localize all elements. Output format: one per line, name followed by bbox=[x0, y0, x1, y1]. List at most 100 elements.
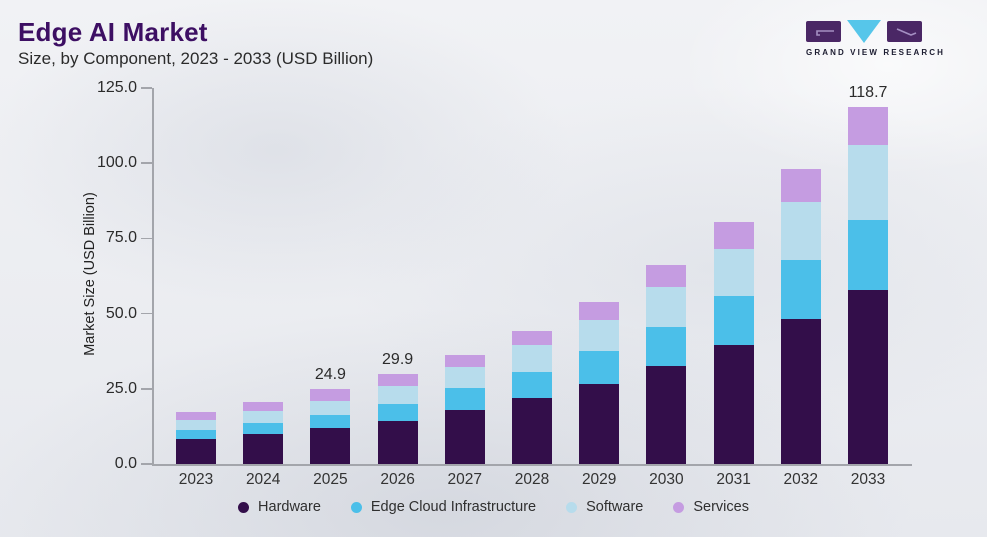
grand-view-research-logo: GRAND VIEW RESEARCH bbox=[806, 19, 946, 57]
bar-segment-edge-cloud-infrastructure bbox=[512, 371, 552, 399]
bar-2024 bbox=[243, 401, 284, 464]
bar-2026 bbox=[377, 374, 418, 464]
legend-swatch-icon bbox=[673, 501, 685, 513]
bar-segment-hardware bbox=[713, 344, 754, 464]
chart-legend: Hardware Edge Cloud Infrastructure Softwar… bbox=[0, 499, 987, 515]
bar-segment-software bbox=[176, 420, 216, 430]
bar-segment-services bbox=[780, 169, 821, 202]
bar-segment-edge-cloud-infrastructure bbox=[444, 388, 485, 411]
bar-segment-edge-cloud-infrastructure bbox=[579, 351, 620, 384]
x-axis-label-2023: 2023 bbox=[178, 471, 214, 488]
bar-segment-software bbox=[310, 401, 351, 415]
bar-segment-hardware bbox=[512, 398, 552, 464]
bar-2029 bbox=[579, 301, 620, 464]
bar-segment-services bbox=[310, 389, 351, 402]
y-tick-mark bbox=[141, 388, 152, 390]
x-axis-label-2027: 2027 bbox=[447, 471, 483, 488]
bar-segment-software bbox=[512, 345, 552, 372]
bar-segment-edge-cloud-infrastructure bbox=[310, 414, 351, 429]
y-tick-label: 50.0 bbox=[105, 304, 137, 322]
bar-2025 bbox=[310, 389, 351, 464]
bar-2027 bbox=[444, 354, 485, 464]
bar-segment-hardware bbox=[377, 420, 418, 464]
legend-swatch-icon bbox=[350, 501, 362, 513]
bar-segment-software bbox=[377, 386, 418, 404]
page-subtitle: Size, by Component, 2023 - 2033 (USD Bil… bbox=[18, 49, 374, 68]
x-axis-label-2024: 2024 bbox=[245, 471, 281, 488]
brand-name: GRAND VIEW RESEARCH bbox=[806, 48, 946, 57]
bar-segment-services bbox=[444, 354, 485, 368]
bar-segment-edge-cloud-infrastructure bbox=[713, 296, 754, 345]
r-glyph bbox=[896, 27, 917, 36]
x-axis-label-2028: 2028 bbox=[514, 471, 550, 488]
bar-segment-edge-cloud-infrastructure bbox=[377, 403, 418, 421]
bar-segment-hardware bbox=[176, 439, 216, 464]
bar-value-label-2026: 29.9 bbox=[382, 351, 414, 369]
bar-segment-hardware bbox=[579, 383, 620, 464]
y-tick-mark bbox=[141, 87, 152, 89]
bar-segment-services bbox=[646, 264, 687, 287]
bar-2031 bbox=[713, 221, 754, 464]
bar-segment-software bbox=[780, 201, 821, 261]
y-tick-mark bbox=[141, 463, 152, 465]
legend-label: Hardware bbox=[258, 499, 321, 515]
bar-segment-software bbox=[579, 319, 620, 352]
bar-segment-edge-cloud-infrastructure bbox=[848, 220, 888, 291]
bar-segment-edge-cloud-infrastructure bbox=[646, 327, 687, 367]
x-axis-label-2032: 2032 bbox=[783, 471, 819, 488]
legend-swatch-icon bbox=[238, 501, 250, 513]
bar-segment-edge-cloud-infrastructure bbox=[780, 260, 821, 319]
y-tick-label: 25.0 bbox=[105, 379, 137, 397]
bar-segment-services bbox=[512, 330, 552, 346]
bar-segment-hardware bbox=[646, 366, 687, 464]
legend-label: Software bbox=[586, 499, 644, 515]
bar-value-label-2025: 24.9 bbox=[314, 366, 346, 384]
legend-item-hardware: Hardware bbox=[238, 499, 321, 515]
x-axis-label-2033: 2033 bbox=[850, 471, 886, 488]
bar-2033 bbox=[848, 106, 888, 464]
bar-segment-software bbox=[444, 367, 485, 389]
bar-segment-hardware bbox=[243, 434, 284, 464]
y-tick-label: 0.0 bbox=[114, 455, 137, 472]
logo-g-block-icon bbox=[806, 20, 841, 42]
legend-item-edge-cloud-infrastructure: Edge Cloud Infrastructure bbox=[350, 499, 536, 515]
bar-segment-hardware bbox=[780, 318, 821, 464]
bar-2032 bbox=[780, 169, 821, 464]
bar-segment-hardware bbox=[444, 410, 485, 464]
bar-value-label-2033: 118.7 bbox=[848, 83, 888, 101]
bar-segment-services bbox=[713, 221, 754, 249]
bar-segment-services bbox=[579, 301, 620, 320]
legend-label: Services bbox=[693, 499, 749, 515]
y-axis-line bbox=[152, 88, 154, 465]
bar-segment-edge-cloud-infrastructure bbox=[176, 429, 216, 439]
y-tick-label: 100.0 bbox=[96, 154, 137, 172]
x-axis-label-2030: 2030 bbox=[649, 471, 684, 488]
legend-item-services: Services bbox=[673, 499, 749, 515]
bar-2028 bbox=[512, 330, 552, 464]
y-tick-mark bbox=[141, 237, 152, 240]
x-axis-label-2025: 2025 bbox=[313, 471, 348, 488]
page-title: Edge AI Market bbox=[18, 17, 208, 47]
bar-segment-services bbox=[176, 412, 216, 421]
x-axis-label-2031: 2031 bbox=[716, 471, 751, 488]
y-tick-mark bbox=[141, 162, 152, 164]
bar-segment-software bbox=[646, 286, 687, 328]
bar-segment-services bbox=[243, 401, 284, 412]
y-tick-mark bbox=[141, 312, 152, 315]
logo-v-triangle-icon bbox=[847, 19, 881, 43]
bar-segment-services bbox=[848, 106, 888, 145]
legend-item-software: Software bbox=[566, 499, 643, 515]
x-axis-label-2029: 2029 bbox=[581, 471, 617, 488]
bar-segment-software bbox=[848, 144, 888, 221]
g-glyph bbox=[816, 29, 834, 36]
bar-segment-hardware bbox=[848, 290, 888, 464]
bar-segment-edge-cloud-infrastructure bbox=[243, 422, 284, 435]
legend-swatch-icon bbox=[566, 501, 578, 513]
gvr-logo-marks bbox=[806, 19, 936, 43]
x-axis-line bbox=[152, 464, 912, 466]
bar-2030 bbox=[646, 264, 687, 464]
bar-segment-software bbox=[713, 248, 754, 297]
y-tick-label: 125.0 bbox=[96, 79, 137, 96]
x-axis-label-2026: 2026 bbox=[380, 471, 415, 488]
